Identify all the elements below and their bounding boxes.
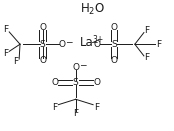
Text: −: − <box>78 60 86 69</box>
Text: O: O <box>39 23 46 32</box>
Text: F: F <box>3 26 9 34</box>
Text: O: O <box>110 23 117 32</box>
Text: O: O <box>58 40 65 49</box>
Text: F: F <box>13 57 18 66</box>
Text: La: La <box>80 36 94 49</box>
Text: 3+: 3+ <box>93 35 104 44</box>
Text: H$_2$O: H$_2$O <box>80 2 105 17</box>
Text: O: O <box>93 40 100 49</box>
Text: −: − <box>65 37 72 46</box>
Text: O: O <box>39 56 46 65</box>
Text: F: F <box>3 49 9 58</box>
Text: F: F <box>52 103 57 111</box>
Text: O: O <box>51 78 58 87</box>
Text: S: S <box>111 40 117 49</box>
Text: S: S <box>73 78 79 87</box>
Text: −: − <box>90 37 97 46</box>
Text: F: F <box>94 103 99 111</box>
Text: F: F <box>156 40 161 49</box>
Text: F: F <box>144 53 150 62</box>
Text: S: S <box>40 40 46 49</box>
Text: F: F <box>144 26 150 35</box>
Text: O: O <box>72 63 79 72</box>
Text: O: O <box>110 56 117 65</box>
Text: F: F <box>73 109 78 118</box>
Text: O: O <box>93 78 100 87</box>
